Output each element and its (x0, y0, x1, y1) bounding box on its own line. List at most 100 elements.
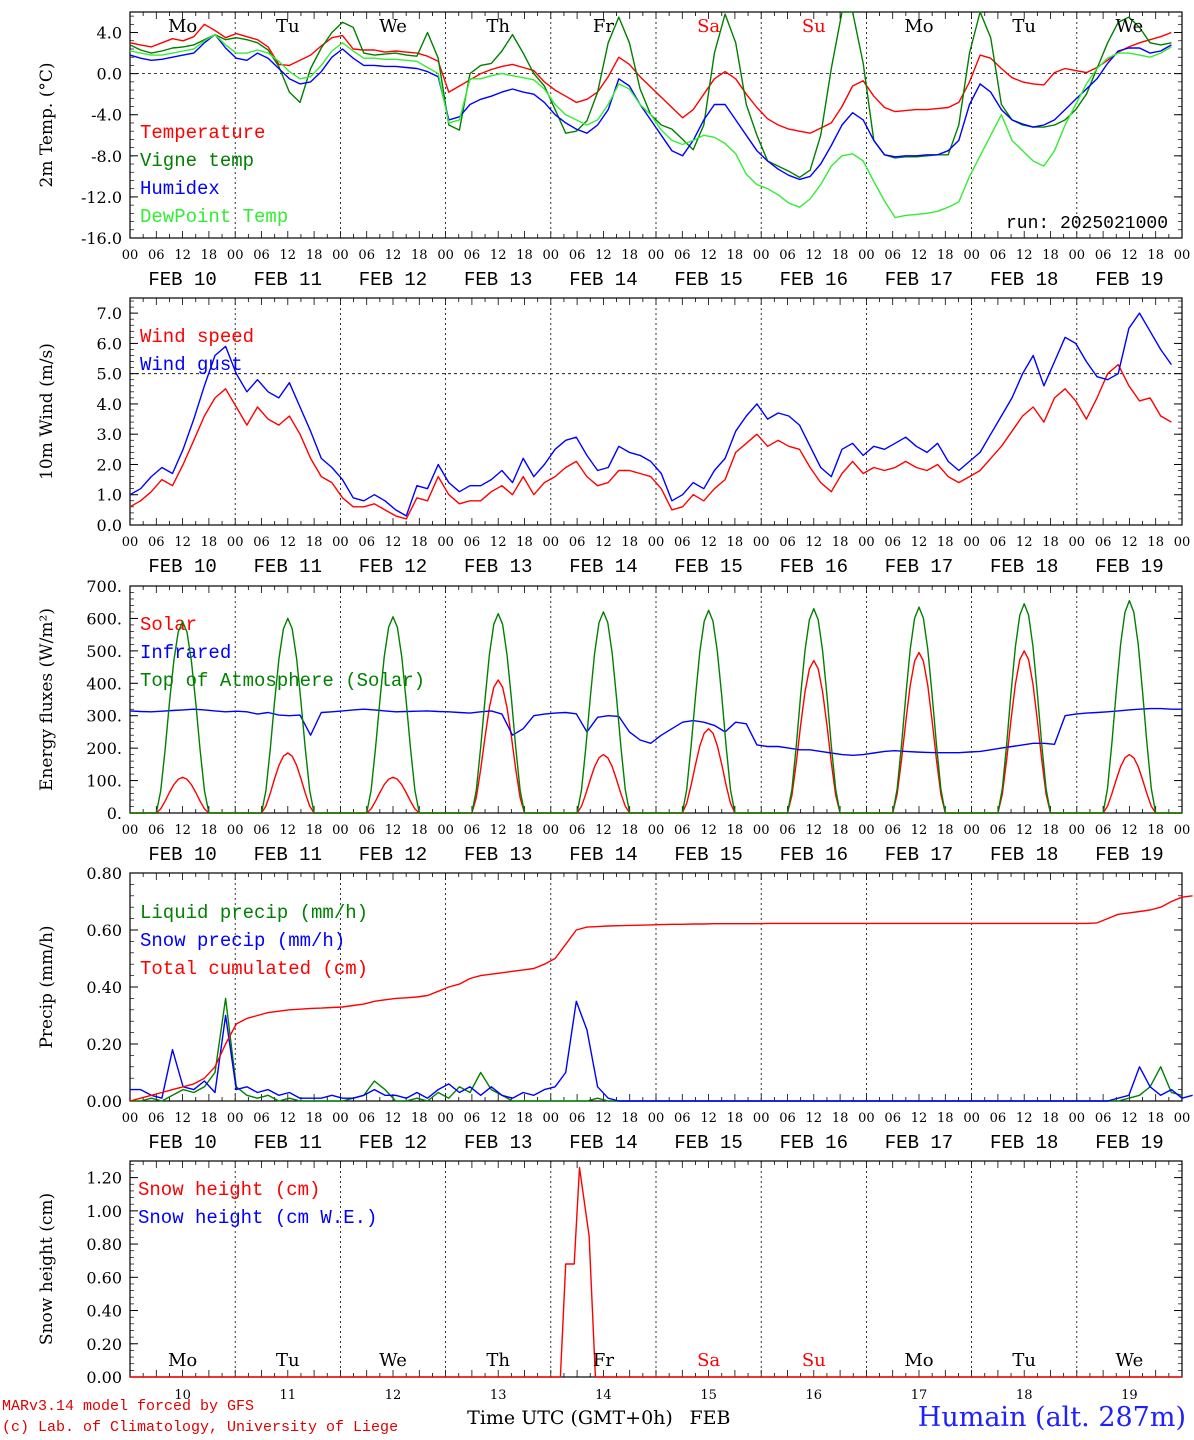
hour-tick-label: 18 (201, 1111, 218, 1126)
hour-tick-label: 00 (963, 248, 980, 263)
legend-entry: Top of Atmosphere (Solar) (140, 670, 425, 692)
date-label: FEB 10 (148, 844, 216, 866)
series-line (129, 363, 1172, 520)
hour-tick-label: 18 (516, 1111, 533, 1126)
y-tick-label: 6.0 (97, 334, 122, 353)
hour-tick-label: 00 (648, 1111, 665, 1126)
hour-tick-label: 00 (332, 248, 349, 263)
y-axis-label: 10m Wind (m/s) (37, 343, 57, 480)
hour-tick-label: 18 (411, 1111, 428, 1126)
date-label: FEB 18 (990, 1132, 1058, 1154)
day-label: Mo (168, 1350, 197, 1371)
hour-tick-label: 00 (437, 535, 454, 550)
hour-tick-label: 12 (280, 248, 297, 263)
day-label: Mo (904, 16, 933, 37)
hour-tick-label: 00 (332, 1111, 349, 1126)
hour-tick-label: 12 (806, 535, 823, 550)
series-line (130, 599, 1182, 814)
hour-tick-label: 12 (490, 248, 507, 263)
date-label: FEB 18 (990, 556, 1058, 578)
y-tick-label: 0.0 (97, 516, 122, 535)
series-line (129, 33, 1172, 181)
series-line (129, 33, 1172, 219)
day-label: Mo (168, 16, 197, 37)
hour-tick-label: 18 (201, 248, 218, 263)
hour-tick-label: 12 (174, 248, 191, 263)
hour-tick-label: 18 (1147, 248, 1164, 263)
x-axis-label: Time UTC (GMT+0h) (467, 1407, 673, 1429)
date-label: FEB 16 (780, 1132, 848, 1154)
date-label: FEB 15 (674, 844, 742, 866)
legend-entry: Snow height (cm W.E.) (138, 1207, 377, 1229)
day-label: Th (486, 16, 510, 37)
hour-tick-label: 06 (253, 1111, 270, 1126)
hour-tick-label: 06 (990, 1111, 1007, 1126)
series-line (130, 1000, 1193, 1102)
day-label: Su (802, 1350, 826, 1371)
hour-tick-label: 18 (832, 823, 849, 838)
hour-tick-label: 12 (385, 1111, 402, 1126)
y-tick-label: 0.40 (86, 1302, 122, 1321)
hour-tick-label: 00 (1174, 535, 1191, 550)
hour-tick-label: 00 (227, 823, 244, 838)
date-number-label: 13 (490, 1388, 507, 1403)
hour-tick-label: 06 (464, 535, 481, 550)
date-number-label: 14 (595, 1388, 612, 1403)
hour-tick-label: 18 (1147, 1111, 1164, 1126)
hour-tick-label: 18 (937, 1111, 954, 1126)
y-tick-label: 0.60 (86, 1268, 122, 1287)
hour-tick-label: 00 (543, 1111, 560, 1126)
hour-tick-label: 06 (1095, 1111, 1112, 1126)
hour-tick-label: 00 (122, 1111, 139, 1126)
hour-tick-label: 06 (358, 535, 375, 550)
series-line (130, 1166, 1182, 1378)
hour-tick-label: 12 (806, 1111, 823, 1126)
date-label: FEB 10 (148, 556, 216, 578)
hour-tick-label: 06 (569, 823, 586, 838)
day-label: Su (802, 16, 826, 37)
hour-tick-label: 18 (1042, 1111, 1059, 1126)
legend-entry: Infrared (140, 642, 231, 664)
hour-tick-label: 00 (227, 1111, 244, 1126)
lab-credit: (c) Lab. of Climatology, University of L… (2, 1419, 399, 1436)
date-label: FEB 11 (254, 844, 322, 866)
hour-tick-label: 12 (385, 535, 402, 550)
hour-tick-label: 12 (1121, 1111, 1138, 1126)
hour-tick-label: 06 (464, 248, 481, 263)
hour-tick-label: 18 (516, 535, 533, 550)
y-tick-label: 0.80 (86, 1235, 122, 1254)
date-label: FEB 16 (780, 556, 848, 578)
date-number-label: 12 (385, 1388, 402, 1403)
panel-4: 0.00 0.20 0.40 0.60 0.80 Precip (mm/h) Liquid … (37, 864, 1193, 1154)
date-label: FEB 10 (148, 1132, 216, 1154)
legend-entry: Vigne temp (140, 150, 254, 172)
y-tick-label: -4.0 (91, 106, 122, 125)
hour-tick-label: 12 (1121, 823, 1138, 838)
y-tick-label: 0.00 (86, 1092, 122, 1111)
hour-tick-label: 06 (779, 823, 796, 838)
hour-tick-label: 00 (753, 535, 770, 550)
legend-entry: Snow precip (mm/h) (140, 930, 345, 952)
y-axis-label: Precip (mm/h) (37, 925, 57, 1048)
hour-tick-label: 12 (280, 823, 297, 838)
hour-tick-label: 06 (779, 1111, 796, 1126)
hour-tick-label: 12 (1121, 535, 1138, 550)
hour-tick-label: 00 (858, 535, 875, 550)
hour-tick-label: 06 (253, 823, 270, 838)
date-label: FEB 11 (254, 269, 322, 291)
date-label: FEB 17 (885, 1132, 953, 1154)
hour-tick-label: 06 (464, 823, 481, 838)
y-tick-label: 400. (86, 674, 122, 693)
hour-tick-label: 18 (1042, 823, 1059, 838)
y-tick-label: 3.0 (97, 425, 122, 444)
hour-tick-label: 18 (937, 535, 954, 550)
y-axis-label: Energy fluxes (W/m²) (37, 608, 57, 791)
date-label: FEB 12 (359, 844, 427, 866)
hour-tick-label: 12 (911, 248, 928, 263)
hour-tick-label: 12 (490, 823, 507, 838)
day-label: Sa (697, 16, 720, 37)
hour-tick-label: 00 (227, 535, 244, 550)
y-tick-label: 500. (86, 642, 122, 661)
day-label: Tu (1012, 16, 1036, 37)
legend-entry: Humidex (140, 178, 220, 200)
